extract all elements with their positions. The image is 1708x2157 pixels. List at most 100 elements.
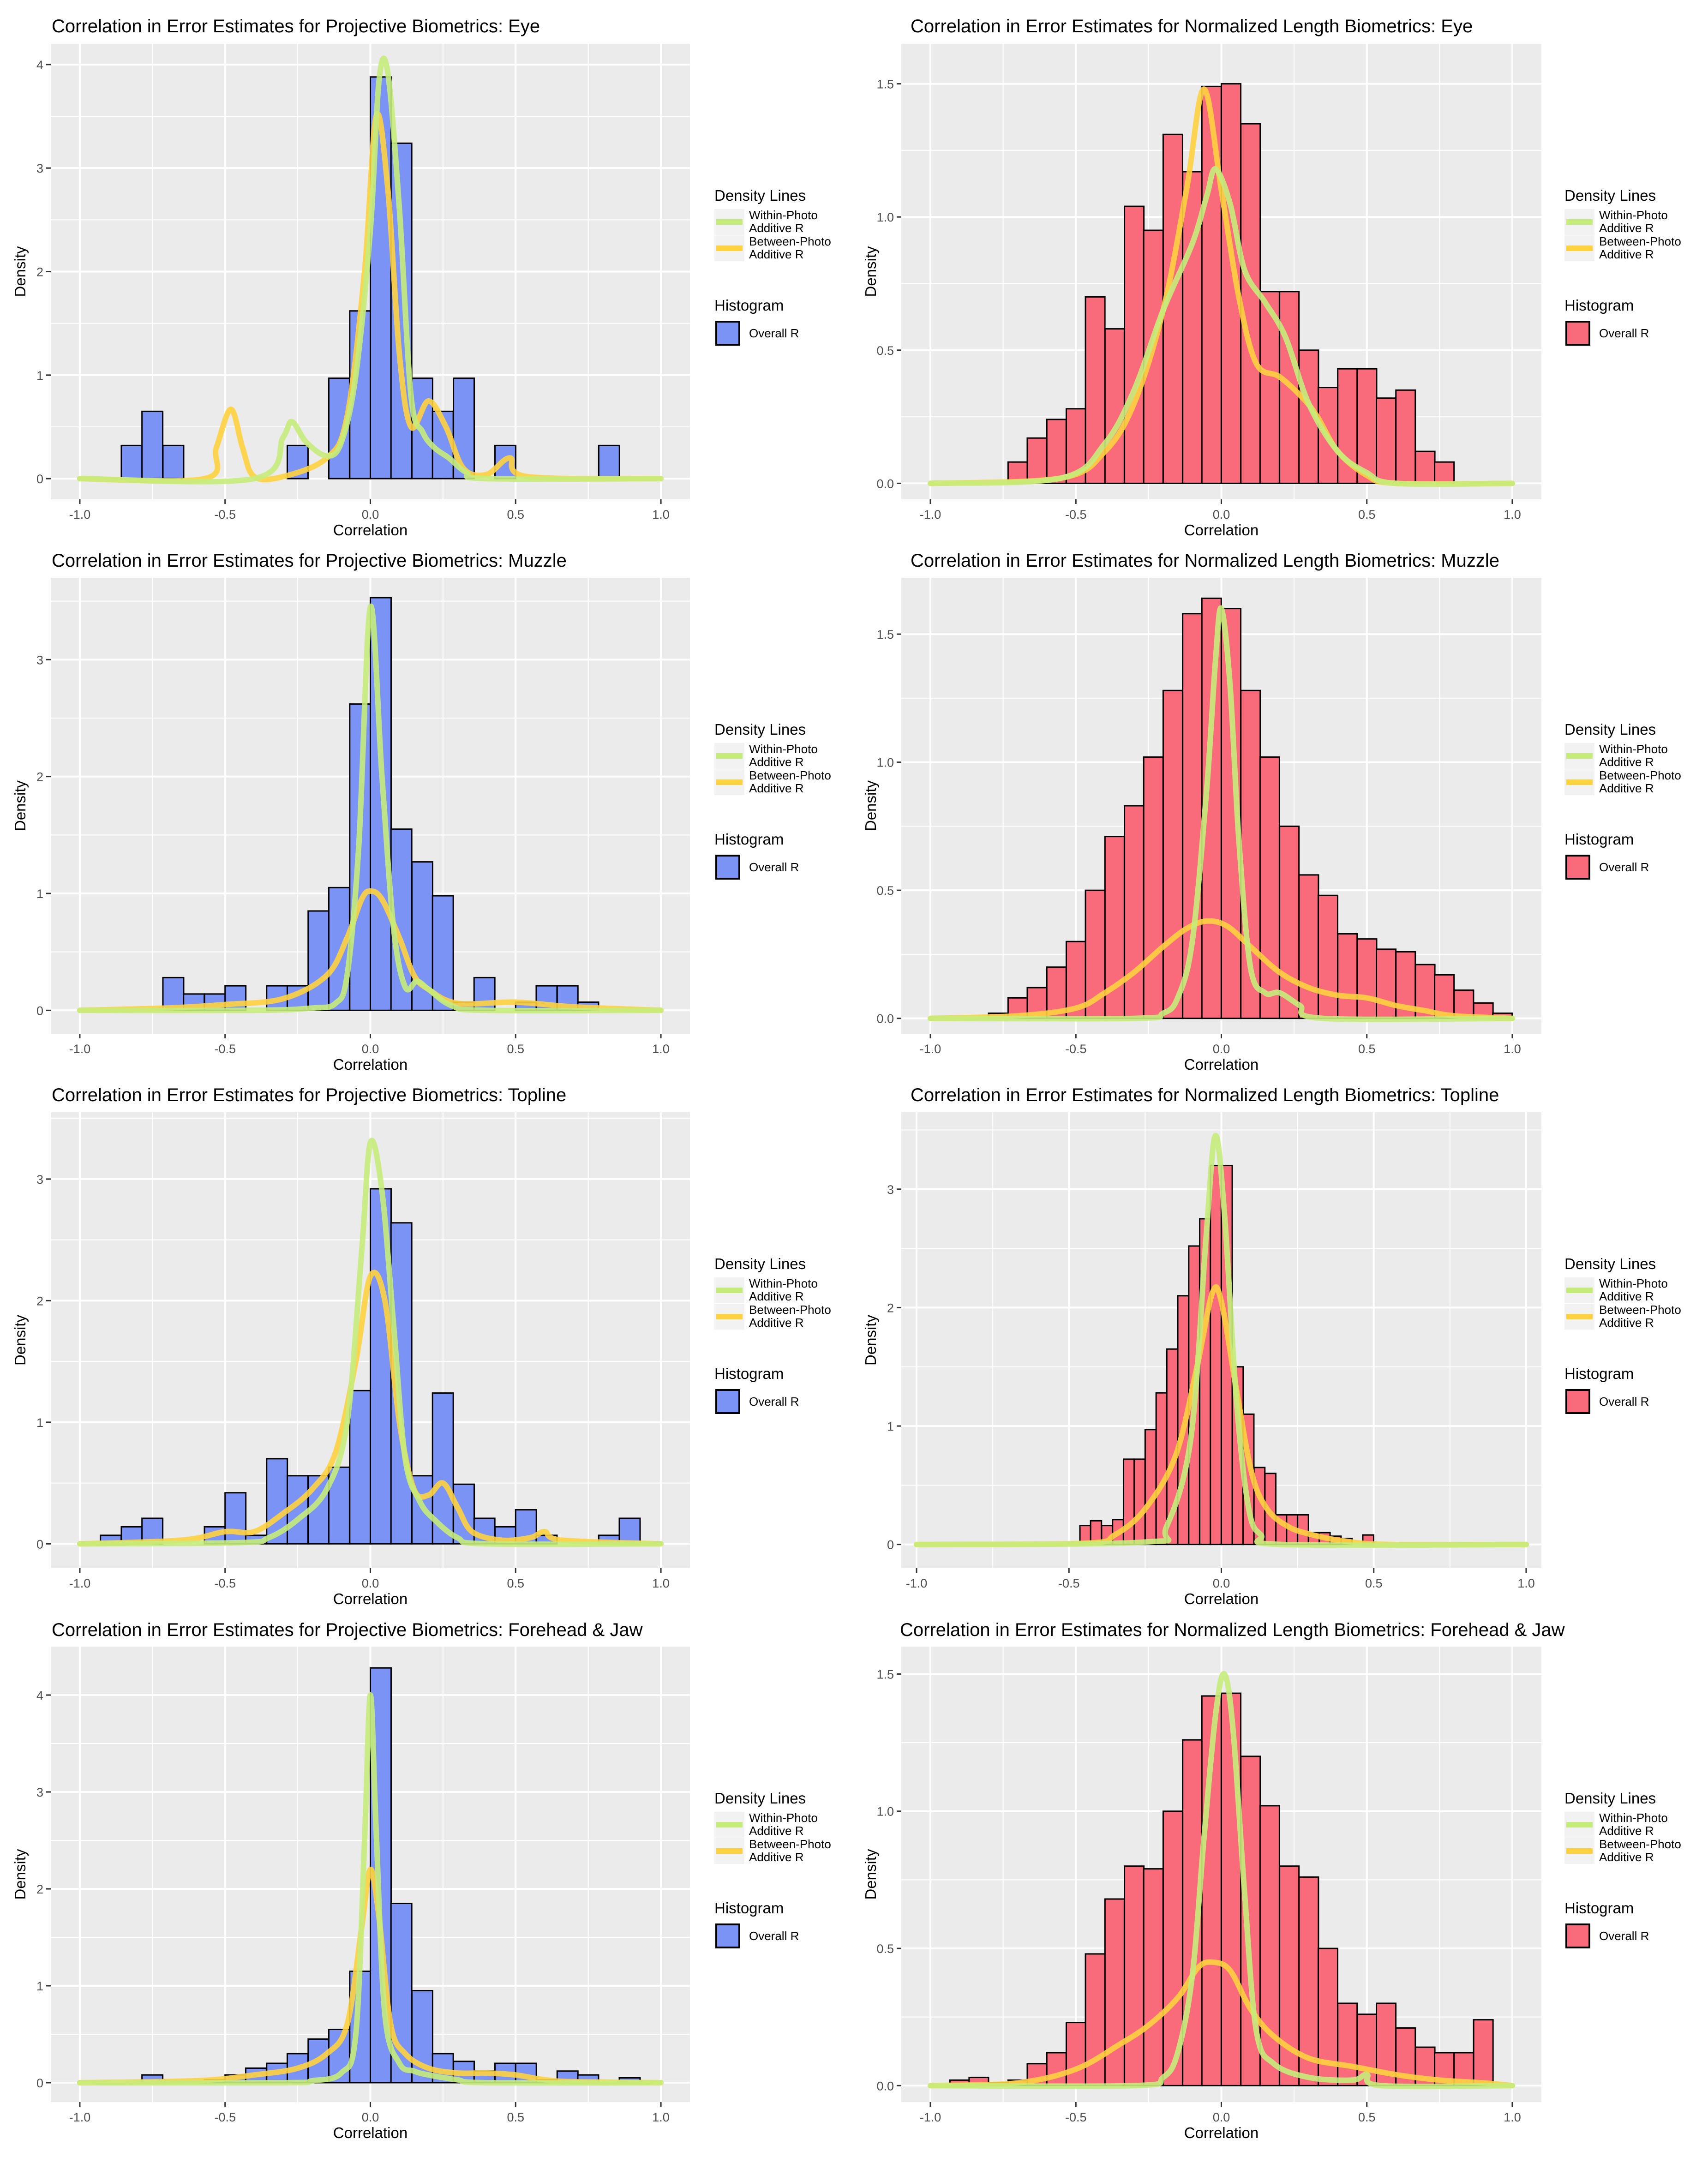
legend-label-within: Within-Photo <box>1599 1276 1668 1290</box>
legend-label-within: Additive R <box>1599 755 1654 769</box>
legend-key-histogram <box>1565 855 1590 880</box>
histogram-bar <box>1337 933 1358 1019</box>
x-axis-label: Correlation <box>1184 1590 1259 1607</box>
histogram-bar <box>1434 461 1455 484</box>
x-tick-label: 1.0 <box>652 508 670 521</box>
histogram-bar <box>1298 1876 1319 2086</box>
y-tick-label: 1 <box>887 1420 894 1433</box>
legend-label-between: Additive R <box>1599 1850 1654 1864</box>
legend-key-histogram <box>1565 321 1590 346</box>
legend-label-within: Additive R <box>749 755 804 769</box>
x-tick-label: -1.0 <box>69 508 91 521</box>
histogram-bar <box>224 1492 247 1545</box>
legend-label-between: Additive R <box>749 247 804 261</box>
histogram-bar <box>1104 328 1125 484</box>
y-tick-label: 2 <box>36 770 43 784</box>
y-tick-label: 1.5 <box>876 1667 894 1681</box>
x-tick-label: 1.0 <box>1517 1576 1535 1590</box>
histogram-bar <box>1279 825 1300 1019</box>
y-tick-label: 1.0 <box>876 210 894 224</box>
x-tick-label: -1.0 <box>906 1576 928 1590</box>
histogram-bar <box>1259 1805 1280 2086</box>
y-tick-label: 0 <box>36 472 43 486</box>
histogram-bar <box>162 444 185 479</box>
x-tick-label: 0.5 <box>1358 1042 1376 1056</box>
legend-title-density: Density Lines <box>714 1790 806 1807</box>
x-axis-label: Correlation <box>1184 1056 1259 1073</box>
x-tick-label: 0.5 <box>507 1042 524 1056</box>
chart-title: Correlation in Error Estimates for Proje… <box>52 551 567 571</box>
chart-3: Correlation in Error Estimates for Proje… <box>12 551 831 1073</box>
y-tick-label: 0.5 <box>876 884 894 898</box>
x-tick-label: 0.0 <box>1213 2110 1230 2124</box>
y-tick-label: 2 <box>36 1882 43 1896</box>
histogram-bar <box>1376 397 1397 484</box>
density-line-between-photo <box>914 1284 1529 1548</box>
legend-title-density: Density Lines <box>714 1255 806 1272</box>
legend-label-between: Between-Photo <box>749 1303 831 1317</box>
legend-label-between: Additive R <box>1599 1316 1654 1330</box>
legend-label-between: Additive R <box>1599 781 1654 795</box>
histogram-bar <box>1356 938 1378 1019</box>
legend-label-histogram: Overall R <box>749 326 799 340</box>
histogram-bar <box>328 887 350 1011</box>
legend-label-between: Between-Photo <box>749 1837 831 1851</box>
histogram-bar <box>1143 1868 1164 2086</box>
y-axis-label: Density <box>862 1849 879 1900</box>
density-line-between-photo <box>77 1270 664 1547</box>
x-tick-label: 1.0 <box>652 1576 670 1590</box>
histogram-bar <box>1356 368 1378 484</box>
density-line-within-photo <box>928 1671 1515 2090</box>
chart-title: Correlation in Error Estimates for Norma… <box>911 551 1499 571</box>
chart-8: Correlation in Error Estimates for Norma… <box>862 1620 1681 2141</box>
histogram-bar <box>1065 2022 1087 2086</box>
legend-label-within: Within-Photo <box>749 742 818 756</box>
chart-title: Correlation in Error Estimates for Proje… <box>52 1620 643 1640</box>
legend-title-density: Density Lines <box>714 721 806 738</box>
x-tick-label: -0.5 <box>1065 1042 1087 1056</box>
legend-label-between: Additive R <box>749 1316 804 1330</box>
chart-5: Correlation in Error Estimates for Proje… <box>12 1085 831 1607</box>
y-tick-label: 1 <box>36 1416 43 1430</box>
y-tick-label: 1.0 <box>876 1805 894 1819</box>
legend-title-density: Density Lines <box>714 187 806 204</box>
histogram-bar <box>1133 1458 1146 1546</box>
x-axis-label: Correlation <box>333 521 408 539</box>
chart-title: Correlation in Error Estimates for Norma… <box>900 1620 1565 1640</box>
y-tick-label: 0 <box>36 1004 43 1018</box>
density-line-between-photo <box>77 888 664 1013</box>
legend-label-within: Within-Photo <box>749 208 818 222</box>
y-tick-label: 3 <box>36 1786 43 1799</box>
density-line-within-photo <box>914 1132 1529 1548</box>
histogram-bar <box>1143 756 1164 1019</box>
histogram-bar <box>618 1517 641 1545</box>
density-line-between-photo <box>928 918 1515 1021</box>
y-tick-label: 3 <box>36 162 43 175</box>
legend-key-histogram <box>715 1389 740 1414</box>
legend-label-within: Additive R <box>749 1289 804 1303</box>
histogram-bar <box>1201 85 1222 484</box>
x-tick-label: -0.5 <box>1065 508 1087 521</box>
y-axis-label: Density <box>12 246 29 297</box>
legend-label-within: Additive R <box>749 1824 804 1838</box>
x-tick-label: 0.0 <box>1213 508 1230 521</box>
x-tick-label: 0.5 <box>507 1576 524 1590</box>
histogram-bar <box>1298 874 1319 1019</box>
legend-key-histogram <box>715 1923 740 1948</box>
legend-title-density: Density Lines <box>1564 187 1656 204</box>
x-tick-label: 0.5 <box>1365 1576 1383 1590</box>
histogram-bar <box>1337 2002 1358 2086</box>
legend-title-histogram: Histogram <box>1564 1365 1634 1382</box>
legend-title-histogram: Histogram <box>714 1899 784 1917</box>
histogram-bar <box>1395 389 1416 484</box>
x-tick-label: 1.0 <box>1504 508 1521 521</box>
y-tick-label: 0.5 <box>876 1942 894 1956</box>
legend-label-between: Between-Photo <box>749 768 831 782</box>
x-tick-label: -1.0 <box>69 2110 91 2124</box>
y-tick-label: 3 <box>36 1173 43 1186</box>
legend-title-histogram: Histogram <box>1564 831 1634 848</box>
y-tick-label: 0.0 <box>876 2079 894 2093</box>
x-tick-label: 0.0 <box>362 508 379 521</box>
